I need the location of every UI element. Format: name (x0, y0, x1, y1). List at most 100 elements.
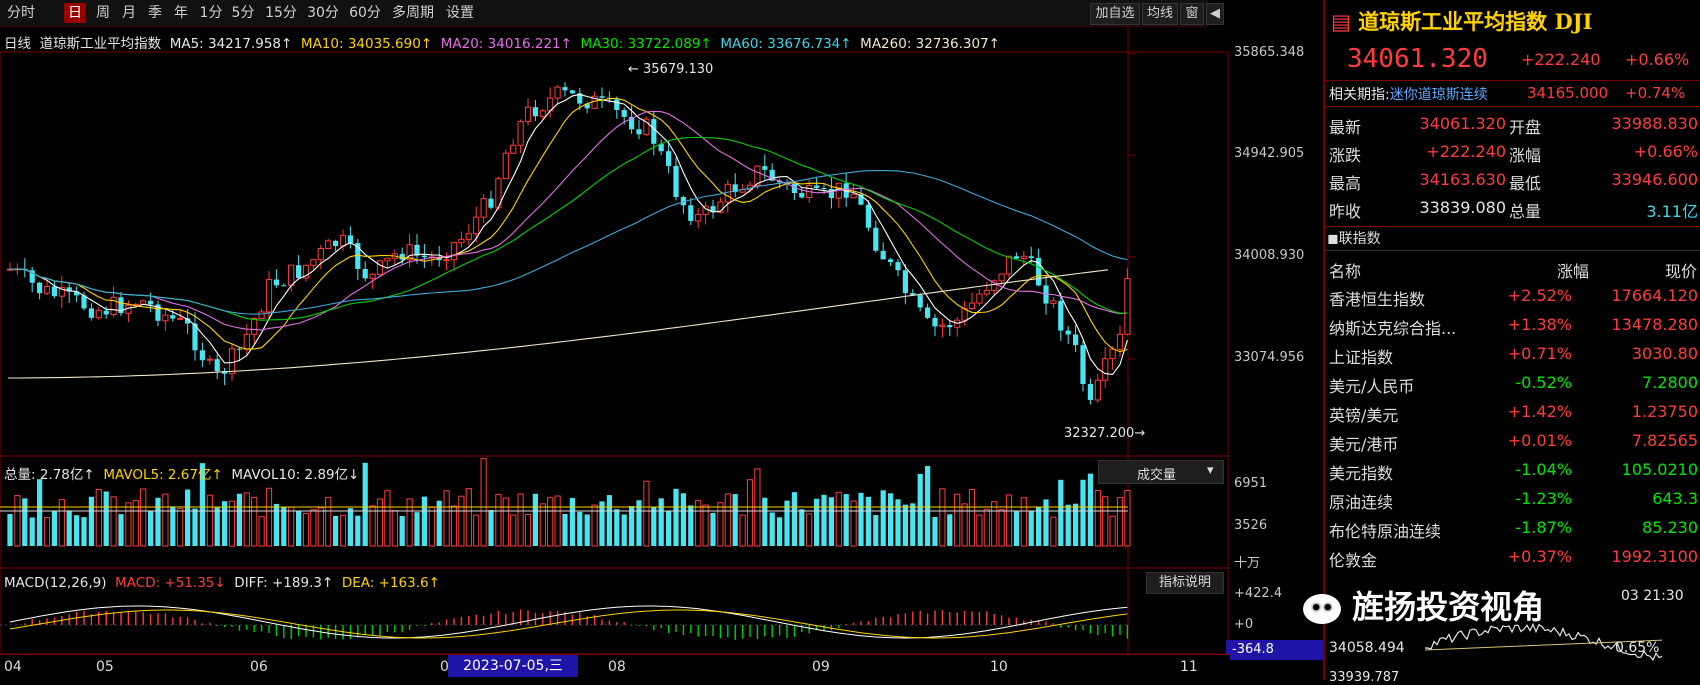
volume-bar (673, 488, 679, 546)
period-tab-9[interactable]: 30分 (307, 5, 339, 21)
candle-body (414, 244, 420, 256)
mini-intraday-chart (1424, 622, 1663, 662)
volume-bar (1073, 503, 1079, 546)
index-row[interactable]: 伦敦金 +0.37% 1992.3100 (1325, 543, 1700, 571)
period-tab-11[interactable]: 多周期 (392, 5, 434, 21)
candle-body (517, 121, 524, 146)
index-row[interactable]: 纳斯达克综合指... +1.38% 13478.280 (1325, 311, 1700, 339)
index-price: 7.2800 (1642, 373, 1698, 392)
index-row[interactable]: 美元/人民币 -0.52% 7.2800 (1325, 369, 1700, 397)
toolbar-button-0[interactable]: 加自选 (1090, 3, 1140, 25)
volume-bar (865, 496, 871, 546)
index-pct: -0.52% (1515, 373, 1572, 392)
stat-value: 33988.830 (1611, 114, 1698, 133)
candle-body (214, 359, 220, 372)
candle-body (1036, 258, 1042, 286)
candle-body (443, 259, 450, 262)
period-tab-8[interactable]: 15分 (265, 5, 297, 21)
candle-body (369, 273, 376, 279)
index-row[interactable]: 英镑/美元 +1.42% 1.23750 (1325, 398, 1700, 426)
collapse-arrow-icon[interactable]: ◀ (1206, 3, 1224, 25)
index-row[interactable]: 美元/港币 +0.01% 7.82565 (1325, 427, 1700, 455)
volume-bar (643, 480, 650, 547)
date-tick: 04 (4, 659, 22, 675)
candle-body (37, 282, 43, 294)
index-price: 7.82565 (1631, 431, 1698, 450)
related-name[interactable]: 迷你道琼斯连续 (1389, 87, 1488, 103)
candle-body (258, 311, 265, 320)
candle-body (162, 314, 169, 322)
index-pct: +1.42% (1507, 402, 1572, 421)
indicator-help-button[interactable]: 指标说明 (1146, 572, 1224, 594)
toolbar-button-1[interactable]: 均线 (1142, 3, 1178, 25)
period-tab-3[interactable]: 月 (122, 5, 136, 21)
volume-bar (118, 514, 124, 546)
date-tick: 10 (990, 659, 1008, 675)
period-tab-7[interactable]: 5分 (231, 5, 255, 21)
candlestick-chart[interactable] (0, 26, 1230, 680)
candle-body (858, 194, 864, 205)
candle-body (51, 286, 57, 297)
index-row[interactable]: 上证指数 +0.71% 3030.80 (1325, 340, 1700, 368)
index-price: 1.23750 (1631, 402, 1698, 421)
period-tab-6[interactable]: 1分 (199, 5, 223, 21)
related-index-header[interactable]: ◼联指数 (1327, 228, 1381, 248)
index-row[interactable]: 香港恒生指数 +2.52% 17664.120 (1325, 282, 1700, 310)
candle-body (873, 227, 879, 251)
index-row[interactable]: 布伦特原油连续 -1.87% 85.230 (1325, 514, 1700, 542)
stat-value: 33839.080 (1419, 198, 1506, 217)
volume-bar (51, 511, 57, 546)
candle-body (95, 310, 102, 319)
period-tab-10[interactable]: 60分 (349, 5, 381, 21)
period-tab-5[interactable]: 年 (174, 5, 188, 21)
period-tab-2[interactable]: 周 (96, 5, 110, 21)
ma20-value: MA20: 34016.221↑ (440, 36, 572, 52)
macd-legend: MACD(12,26,9) MACD: +51.35↓ DIFF: +189.3… (4, 575, 440, 591)
mini-price: 34058.494 (1329, 640, 1405, 656)
period-tab-0[interactable]: 分时 (7, 5, 35, 21)
index-row[interactable]: 美元指数 -1.04% 105.0210 (1325, 456, 1700, 484)
candle-body (228, 348, 236, 375)
candle-body (666, 151, 672, 166)
period-tab-12[interactable]: 设置 (446, 5, 474, 21)
volume-bar (391, 510, 398, 547)
volume-bar (621, 514, 627, 546)
mini-time: 03 21:30 (1621, 588, 1684, 604)
candle-body (762, 166, 768, 170)
period-tab-1[interactable]: 日 (64, 3, 86, 23)
toolbar-button-2[interactable]: 窗 (1180, 3, 1204, 25)
period-tab-4[interactable]: 季 (148, 5, 162, 21)
volume-bar (473, 514, 480, 547)
ma260-line (8, 269, 1109, 379)
candle-body (1116, 333, 1124, 350)
volume-bar (732, 494, 738, 546)
ma5-value: MA5: 34217.958↑ (169, 36, 293, 52)
index-row[interactable]: 原油连续 -1.23% 643.3 (1325, 485, 1700, 513)
volume-bar (458, 495, 465, 547)
candle-body (333, 240, 339, 247)
volume-bar (858, 492, 864, 546)
volume-bar (281, 506, 287, 546)
candle-body (680, 197, 686, 206)
index-pct: -1.87% (1515, 518, 1572, 537)
dea-line (9, 609, 1128, 639)
candle-body (673, 165, 679, 198)
volume-bar (932, 516, 938, 546)
candle-body (799, 192, 805, 198)
volume-bar (717, 502, 724, 547)
divider (1325, 226, 1700, 227)
candle-body (688, 205, 694, 221)
volume-bar (835, 491, 842, 547)
chevron-down-icon: ▾ (1207, 463, 1214, 478)
candle-body (480, 198, 487, 218)
volume-axis-label: 6951 (1234, 476, 1268, 491)
price-axis-label: 33074.956 (1234, 350, 1305, 365)
date-tick: 11 (1180, 659, 1198, 675)
volume-bar (502, 497, 509, 547)
indicator-selector[interactable]: 成交量 ▾ (1098, 460, 1224, 484)
ma-line (9, 110, 1128, 331)
volume-bar (1020, 497, 1027, 547)
menu-icon[interactable]: ▤ (1331, 9, 1351, 34)
candle-body (406, 244, 413, 261)
candle-body (599, 96, 605, 98)
